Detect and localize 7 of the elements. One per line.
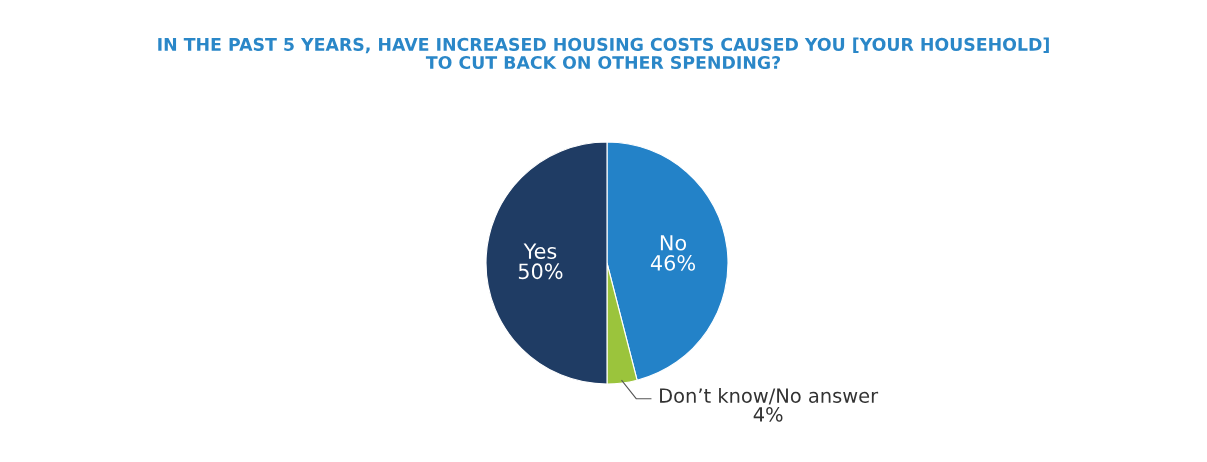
chart-title: IN THE PAST 5 YEARS, HAVE INCREASED HOUSING COSTS CAUSED YOU [YOUR HOUSEHOLD] TO CUT BACK ON OTHER SPENDING? [158,37,1049,70]
slice-label: No [660,235,687,251]
slice-label: Don’t know/No answer [660,387,879,405]
data-label: 4% [753,407,783,422]
data-label: 50% [518,263,563,280]
data-label: 46% [650,255,696,271]
slice-label: Yes [523,243,557,259]
